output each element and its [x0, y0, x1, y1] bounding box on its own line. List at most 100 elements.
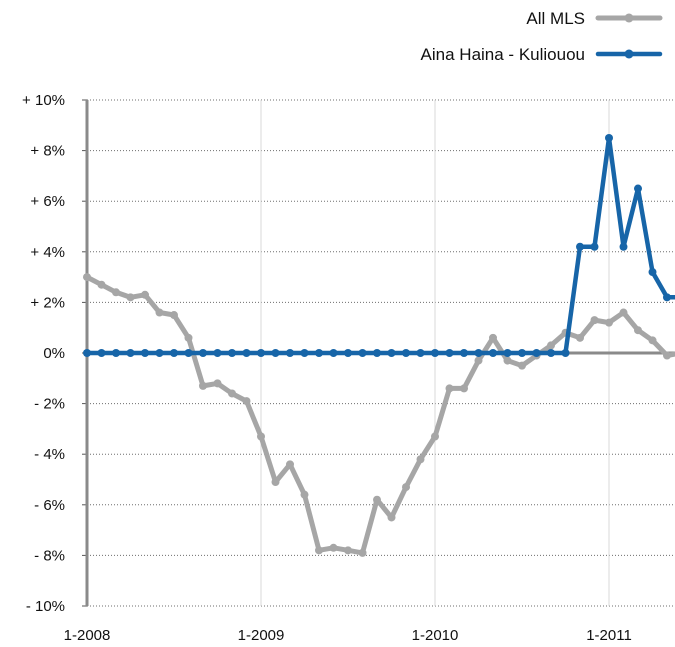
data-point: [141, 290, 149, 299]
data-point: [257, 432, 265, 441]
y-tick-label: - 2%: [34, 396, 65, 413]
data-point: [503, 356, 512, 365]
data-point: [257, 349, 265, 357]
data-point: [83, 273, 91, 282]
data-point: [431, 349, 439, 357]
data-point: [170, 349, 178, 357]
legend-swatch-marker: [624, 49, 634, 59]
data-point: [329, 349, 338, 357]
data-point: [358, 548, 367, 557]
data-point: [402, 349, 410, 357]
y-tick-label: + 8%: [30, 143, 65, 160]
legend-label: All MLS: [526, 9, 585, 28]
data-point: [576, 333, 584, 342]
data-point: [576, 242, 584, 251]
legend-label: Aina Haina - Kuliouou: [421, 45, 585, 64]
data-point: [300, 349, 309, 357]
legend-entry: All MLS: [526, 9, 663, 28]
data-point: [213, 379, 222, 388]
data-point: [83, 349, 91, 357]
data-point: [547, 349, 555, 357]
legend-swatch-marker: [624, 13, 634, 23]
data-point: [329, 543, 338, 552]
gridlines: [87, 99, 675, 607]
data-point: [315, 349, 323, 357]
data-point: [605, 318, 613, 327]
data-point: [561, 349, 570, 357]
data-point: [213, 349, 222, 357]
data-point: [141, 349, 149, 357]
series: [83, 133, 675, 557]
data-point: [474, 356, 483, 365]
data-point: [126, 349, 135, 357]
x-tick-label: 1-2008: [64, 627, 111, 644]
data-point: [358, 349, 367, 357]
data-point: [445, 384, 454, 393]
data-point: [489, 349, 497, 357]
y-tick-label: - 6%: [34, 497, 65, 514]
data-point: [634, 326, 642, 335]
data-point: [184, 349, 193, 357]
data-point: [286, 349, 294, 357]
data-point: [460, 349, 468, 357]
data-point: [155, 349, 164, 357]
data-point: [489, 333, 497, 342]
data-point: [373, 495, 381, 504]
data-point: [315, 546, 323, 555]
data-point: [126, 293, 135, 302]
data-point: [199, 381, 207, 390]
y-tick-label: + 6%: [30, 193, 65, 210]
y-tick-label: - 8%: [34, 547, 65, 564]
data-point: [112, 349, 120, 357]
x-tick-label: 1-2011: [586, 627, 632, 644]
data-point: [619, 242, 628, 251]
series-aina-haina-kuliouou: [83, 133, 675, 357]
data-point: [344, 349, 352, 357]
data-point: [170, 311, 178, 320]
data-point: [242, 349, 251, 357]
data-point: [271, 478, 280, 487]
data-point: [228, 349, 236, 357]
data-point: [590, 242, 599, 251]
data-point: [416, 455, 425, 464]
y-tick-label: + 2%: [30, 294, 65, 311]
data-point: [199, 349, 207, 357]
data-point: [590, 316, 599, 325]
data-point: [648, 336, 657, 345]
data-point: [634, 184, 642, 193]
x-tick-label: 1-2010: [412, 627, 459, 644]
series-all-mls: [83, 273, 675, 557]
y-tick-label: + 4%: [30, 244, 65, 261]
data-point: [619, 308, 628, 317]
data-point: [532, 349, 541, 357]
y-tick-label: + 10%: [22, 92, 65, 109]
data-point: [416, 349, 425, 357]
data-point: [518, 349, 526, 357]
y-tick-label: - 10%: [26, 598, 65, 615]
legend: All MLS Aina Haina - Kuliouou: [421, 9, 663, 64]
y-tick-label: 0%: [43, 345, 65, 362]
data-point: [503, 349, 512, 357]
data-point: [387, 349, 396, 357]
data-point: [155, 308, 164, 317]
data-point: [547, 341, 555, 350]
data-point: [112, 288, 120, 297]
data-point: [97, 280, 106, 289]
data-point: [228, 389, 236, 398]
data-point: [97, 349, 106, 357]
data-point: [431, 432, 439, 441]
data-point: [286, 460, 294, 469]
data-point: [184, 333, 193, 342]
data-point: [271, 349, 280, 357]
y-tick-labels: + 10% + 8% + 6% + 4% + 2% 0% - 2% - 4% - 6% - 8% -…: [22, 92, 65, 615]
data-point: [605, 133, 613, 142]
data-point: [344, 546, 352, 555]
data-point: [663, 293, 671, 302]
data-point: [242, 397, 251, 406]
data-point: [518, 361, 526, 370]
x-tick-labels: 1-2008 1-2009 1-2010 1-2011: [64, 627, 632, 644]
data-point: [474, 349, 483, 357]
x-tick-label: 1-2009: [238, 627, 285, 644]
legend-entry: Aina Haina - Kuliouou: [421, 45, 663, 64]
